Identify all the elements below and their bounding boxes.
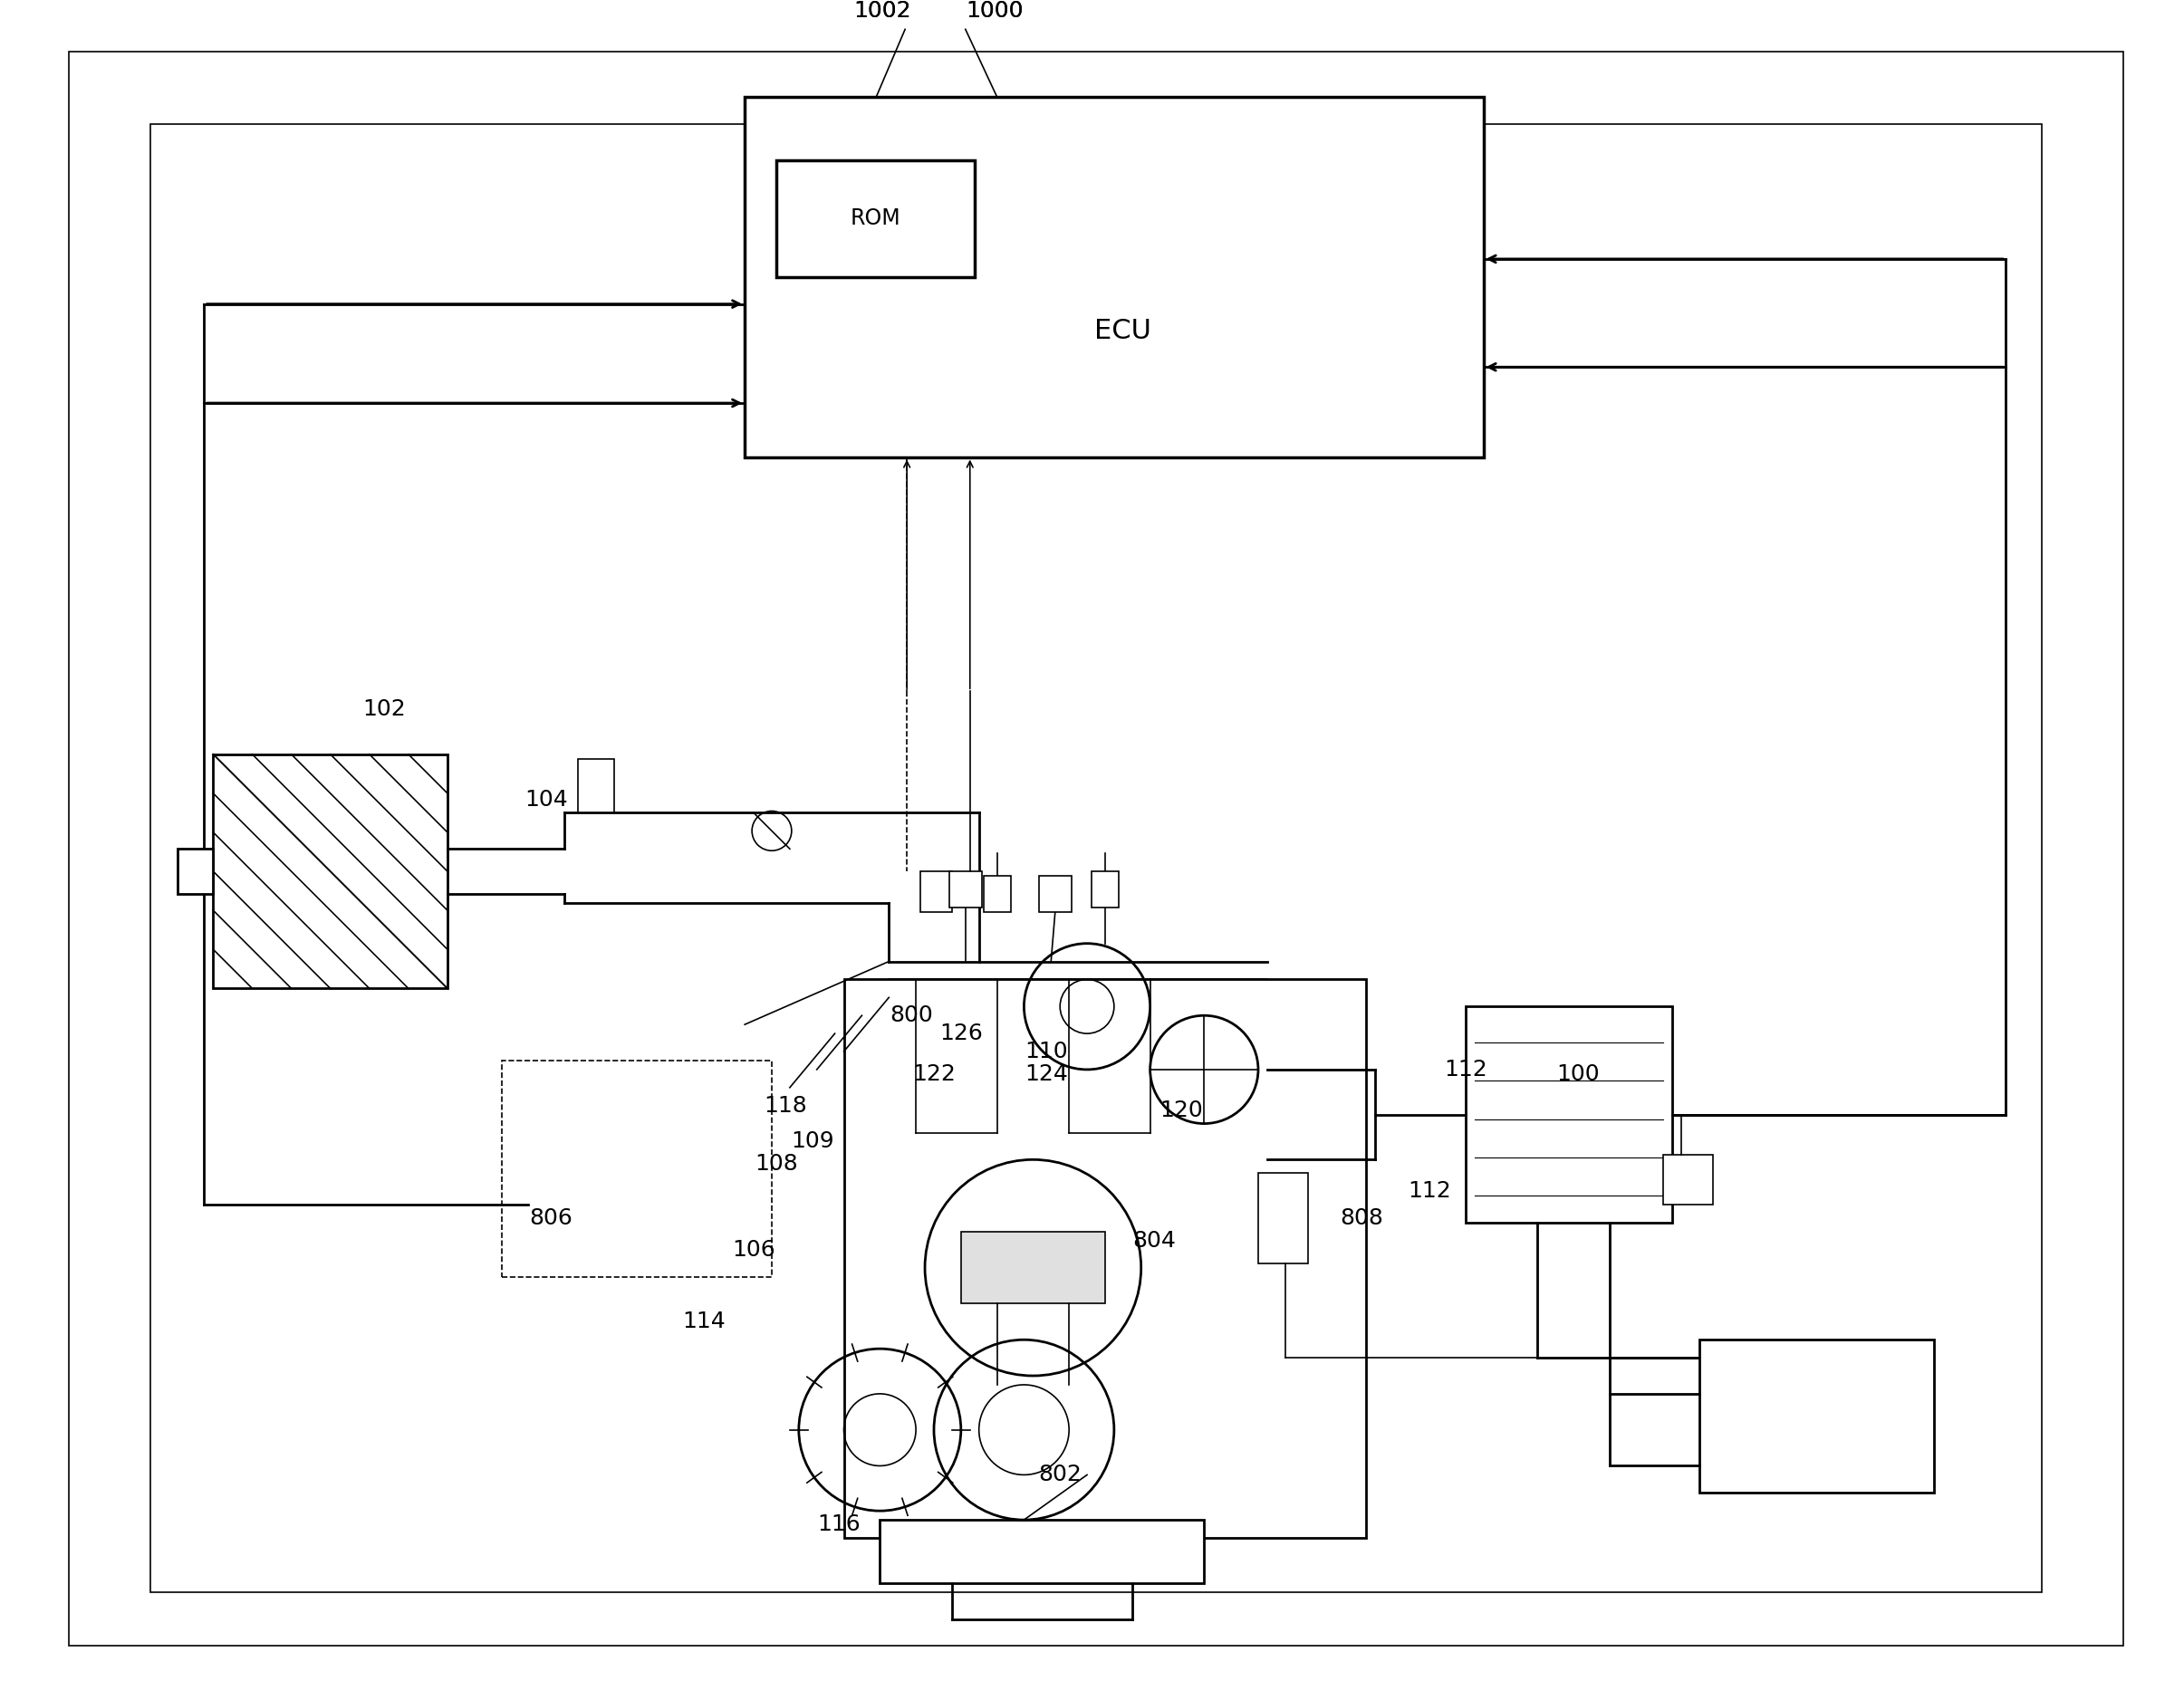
Bar [1465, 1006, 1673, 1222]
Text: 120: 120 [1160, 1100, 1203, 1120]
Text: 109: 109 [791, 1131, 834, 1153]
Bar [919, 872, 952, 911]
Bar [214, 755, 448, 988]
Text: ROM: ROM [850, 207, 900, 230]
Text: 124: 124 [1024, 1062, 1068, 1085]
Text: 122: 122 [913, 1062, 957, 1085]
Bar [177, 848, 214, 894]
Text: 100: 100 [1557, 1062, 1599, 1085]
Bar [1699, 1340, 1933, 1493]
Text: 1002: 1002 [854, 0, 911, 22]
Text: 106: 106 [732, 1239, 775, 1260]
Bar [961, 1232, 1105, 1304]
Bar [1258, 1173, 1308, 1263]
Text: 126: 126 [939, 1023, 983, 1044]
Text: 114: 114 [684, 1311, 725, 1333]
Bar [983, 876, 1011, 911]
Text: 1000: 1000 [965, 0, 1022, 22]
Bar [843, 979, 1367, 1538]
Bar [1092, 872, 1118, 908]
Text: 108: 108 [756, 1153, 797, 1175]
Text: 116: 116 [817, 1513, 860, 1535]
Bar [745, 97, 1483, 457]
Text: ECU: ECU [1094, 318, 1151, 343]
Bar [1040, 876, 1072, 911]
Bar [950, 872, 981, 908]
Text: 806: 806 [529, 1207, 572, 1229]
Text: 800: 800 [889, 1005, 933, 1027]
Text: 802: 802 [1037, 1464, 1081, 1486]
Text: 112: 112 [1409, 1180, 1450, 1202]
Bar [1664, 1154, 1712, 1205]
Text: 112: 112 [1444, 1059, 1487, 1081]
Bar [775, 160, 974, 277]
Text: 804: 804 [1133, 1229, 1177, 1251]
Bar [151, 124, 2042, 1591]
Bar [502, 1061, 771, 1277]
Text: 1000: 1000 [965, 0, 1022, 22]
Text: 104: 104 [524, 789, 568, 811]
Bar [880, 1520, 1203, 1583]
Text: 808: 808 [1341, 1207, 1382, 1229]
Text: 118: 118 [764, 1095, 806, 1117]
Text: 1002: 1002 [854, 0, 911, 22]
Text: 102: 102 [363, 699, 406, 721]
Bar [579, 758, 614, 813]
Text: 110: 110 [1024, 1040, 1068, 1062]
